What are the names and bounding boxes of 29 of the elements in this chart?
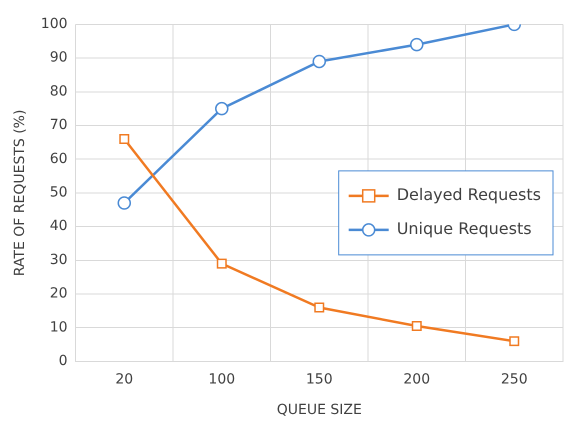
point: [215, 102, 229, 116]
point: [314, 302, 324, 312]
y-axis-title: RATE OF REQUESTS (%): [12, 110, 28, 276]
y-tick-label: 20: [50, 286, 68, 302]
y-tick-label: 70: [50, 117, 68, 134]
y-tick-label: 90: [50, 50, 68, 66]
y-tick-label: 60: [50, 150, 68, 167]
y-tick-label: 10: [50, 319, 68, 336]
y-tick-label: 0: [58, 353, 68, 370]
x-tick-label: 150: [306, 371, 333, 388]
point: [412, 321, 422, 332]
point: [119, 134, 130, 144]
y-tick-label: 40: [50, 218, 68, 234]
y-tick-label: 30: [50, 252, 68, 268]
y-tick-label: 80: [50, 83, 68, 100]
point: [312, 54, 326, 68]
y-tick-label: 50: [50, 184, 68, 201]
point: [216, 258, 227, 269]
x-tick-label: 250: [500, 371, 528, 388]
x-tick-label: 20: [115, 371, 134, 388]
y-tick-label: 100: [40, 16, 68, 32]
point: [410, 38, 424, 52]
x-axis-title: QUEUE SIZE: [276, 402, 362, 418]
legend-label: Delayed Requests: [396, 185, 541, 204]
point: [509, 336, 520, 346]
x-tick-label: 200: [403, 371, 430, 388]
x-tick-label: 100: [208, 371, 236, 388]
legend-label: Unique Requests: [396, 219, 532, 238]
point: [118, 196, 132, 210]
